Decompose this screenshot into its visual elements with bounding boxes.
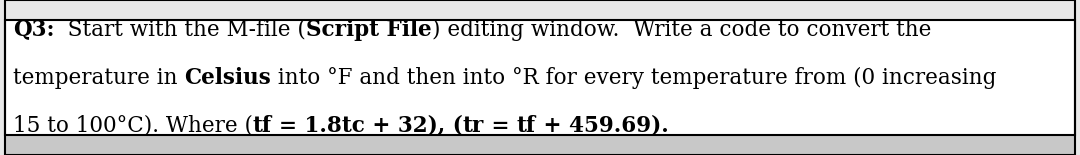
Text: Script File: Script File bbox=[307, 19, 432, 41]
FancyBboxPatch shape bbox=[5, 20, 1075, 135]
Text: + 459.69).: + 459.69). bbox=[536, 115, 669, 137]
Text: = 1.8tc + 32), (: = 1.8tc + 32), ( bbox=[279, 115, 462, 137]
Text: tr: tr bbox=[462, 115, 484, 137]
Text: into °F and then into °R for every temperature from (0 increasing: into °F and then into °R for every tempe… bbox=[271, 67, 997, 89]
Text: Celsius: Celsius bbox=[185, 67, 271, 89]
FancyBboxPatch shape bbox=[5, 135, 1075, 155]
Text: ) editing window.  Write a code to convert the: ) editing window. Write a code to conver… bbox=[432, 19, 931, 41]
Text: tf: tf bbox=[253, 115, 272, 137]
Text: tf: tf bbox=[517, 115, 536, 137]
Text: =: = bbox=[484, 115, 517, 137]
Text: Q3:: Q3: bbox=[13, 19, 54, 41]
Text: temperature in: temperature in bbox=[13, 67, 185, 89]
Text: 15 to 100°C). Where (: 15 to 100°C). Where ( bbox=[13, 115, 253, 137]
Text: Start with the M-file (: Start with the M-file ( bbox=[54, 19, 307, 41]
